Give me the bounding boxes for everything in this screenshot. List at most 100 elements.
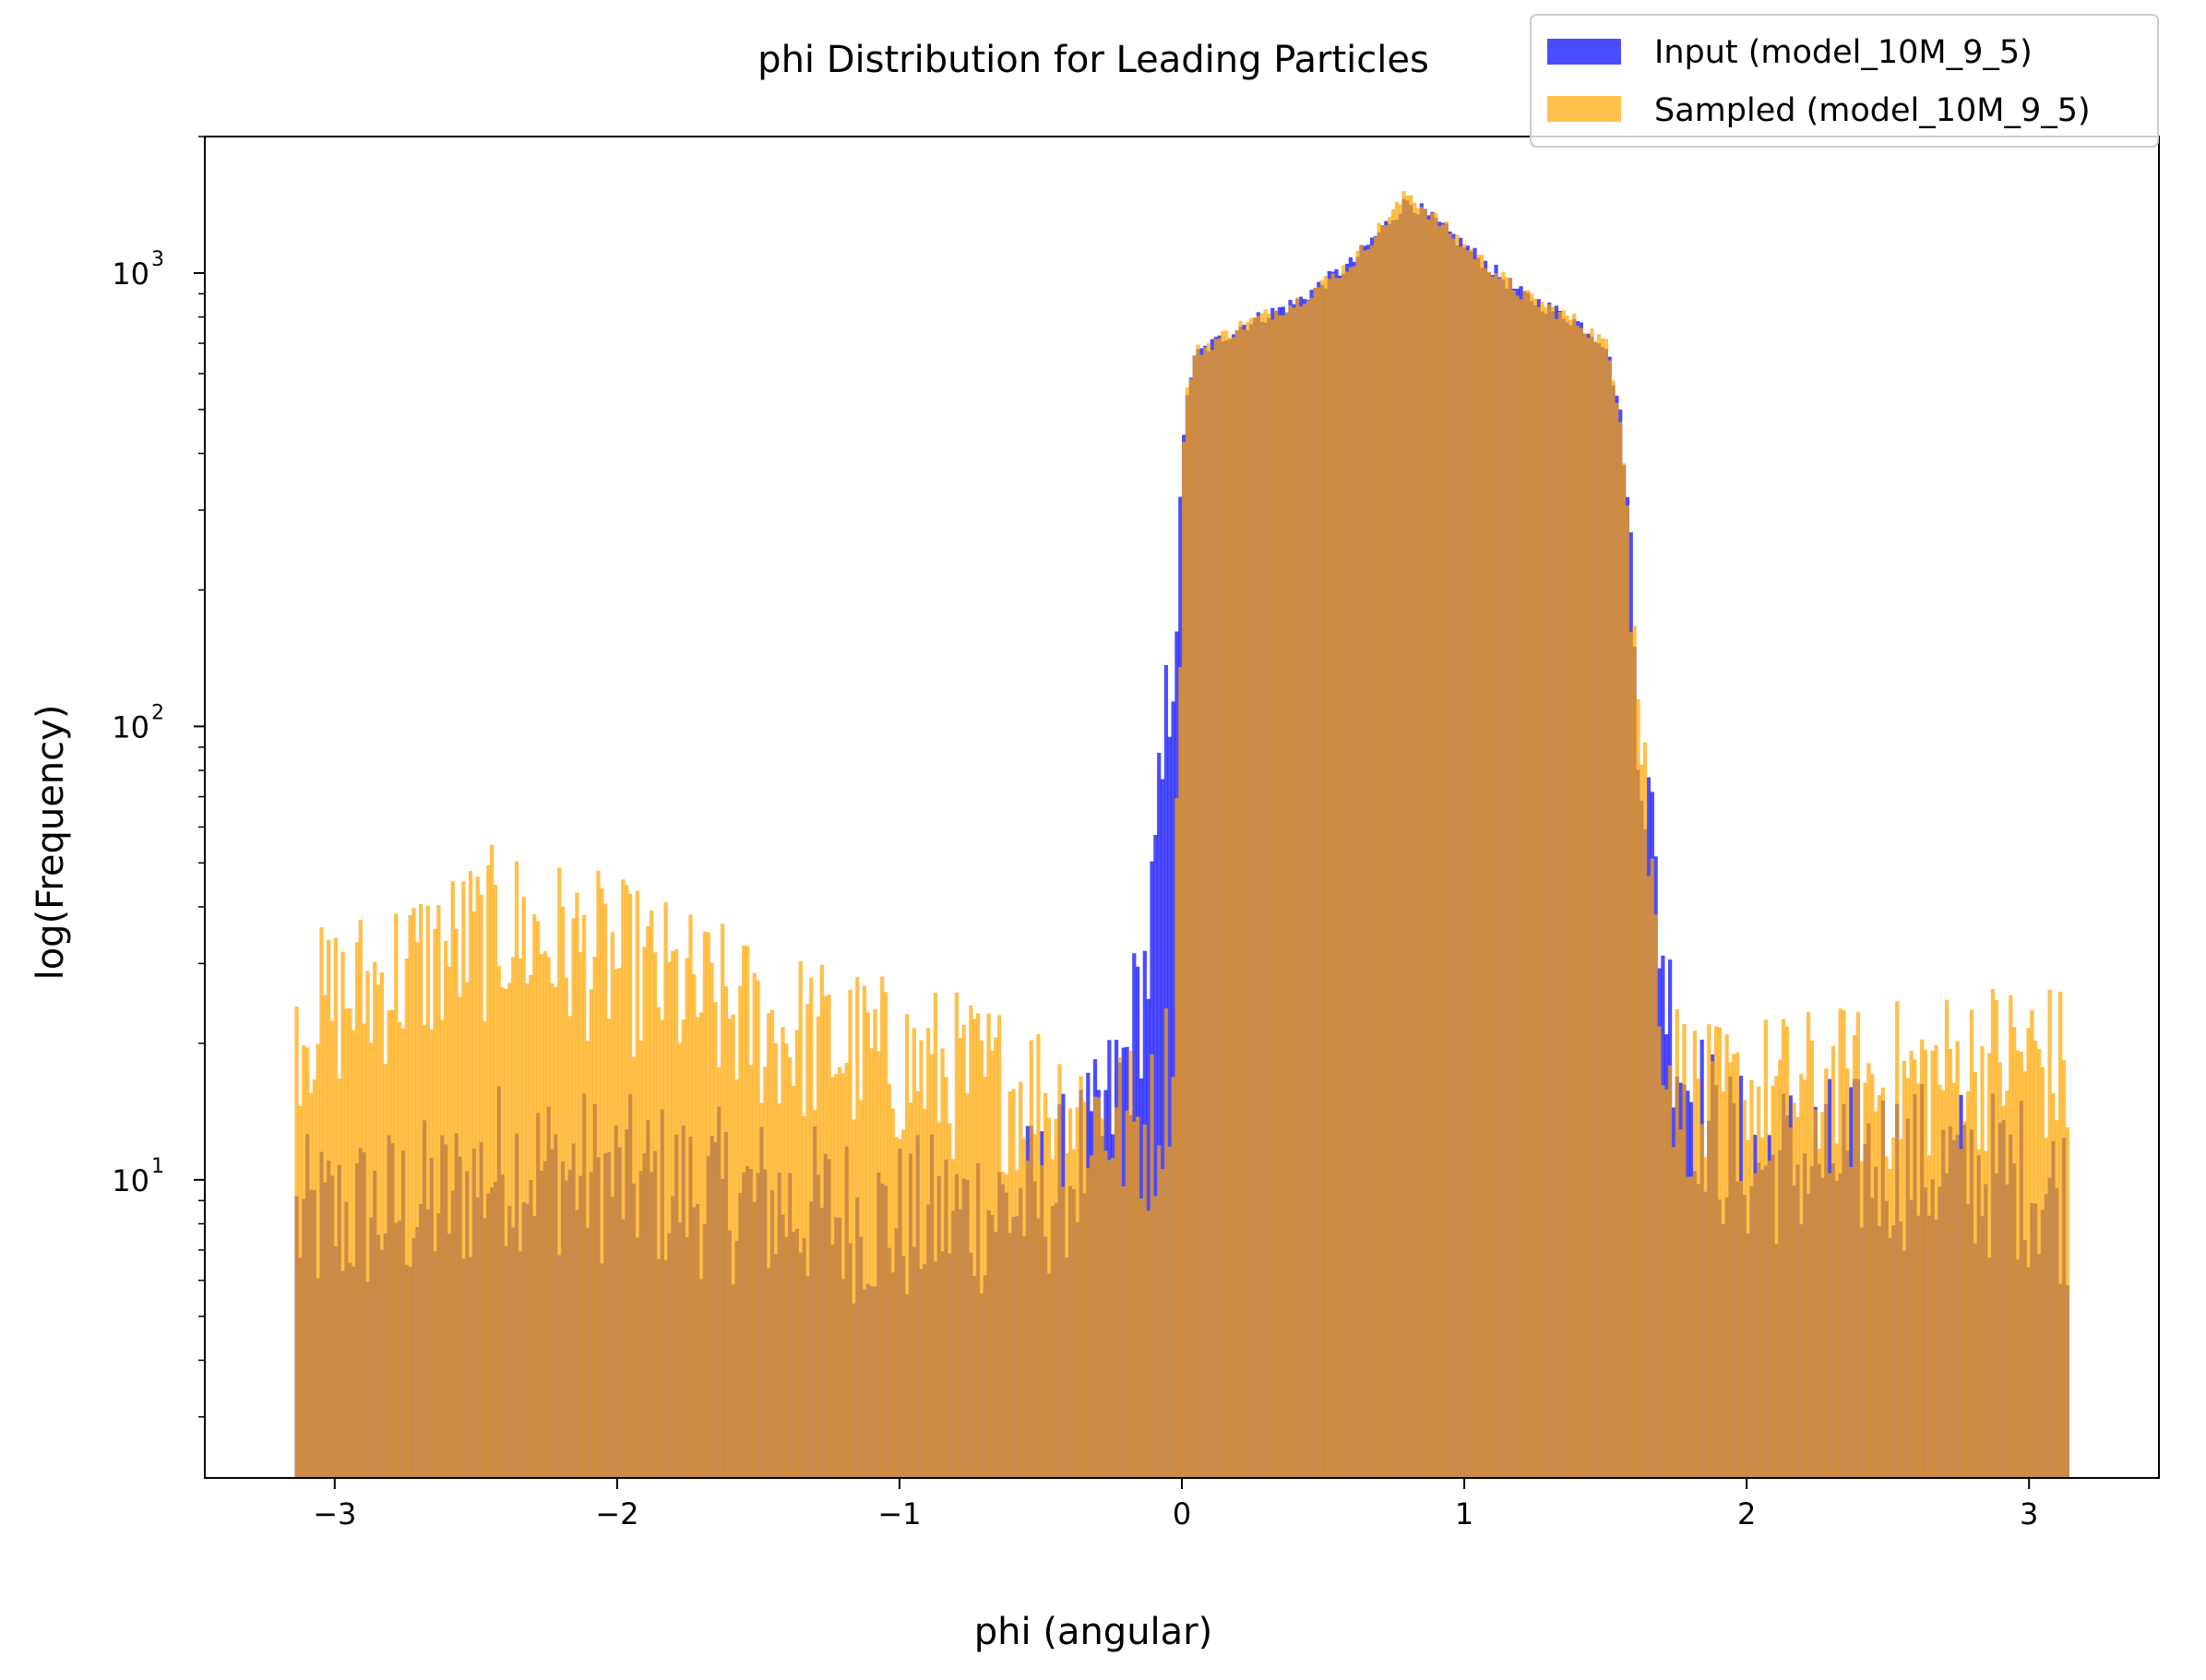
histogram-bar — [539, 954, 544, 1478]
histogram-bar — [1377, 222, 1381, 1479]
histogram-bar — [1944, 999, 1950, 1478]
histogram-bar — [823, 995, 828, 1478]
histogram-bar — [1661, 1085, 1665, 1478]
histogram-bar — [1476, 255, 1481, 1479]
histogram-bar — [1657, 1026, 1662, 1478]
histogram-bar — [1696, 1078, 1700, 1478]
histogram-bar — [1870, 1074, 1875, 1478]
histogram-bar — [376, 984, 381, 1478]
histogram-bar — [1551, 306, 1556, 1478]
histogram-bar — [1771, 1085, 1775, 1478]
histogram-bar — [1440, 224, 1446, 1478]
histogram-bar — [1171, 1077, 1175, 1478]
histogram-bar — [1724, 1034, 1729, 1478]
histogram-bar — [362, 1023, 366, 1478]
histogram-bar — [419, 903, 423, 1478]
histogram-bar — [1682, 1023, 1687, 1478]
histogram-bar — [1713, 1026, 1719, 1478]
histogram-bar — [777, 1102, 781, 1478]
histogram-bar — [660, 1019, 664, 1478]
histogram-bar — [919, 1040, 924, 1478]
histogram-bar — [1363, 250, 1367, 1479]
histogram-bar — [1664, 1089, 1669, 1478]
histogram-bar — [1959, 1149, 1963, 1478]
histogram-bar — [805, 1004, 810, 1478]
histogram-bar — [1863, 1082, 1867, 1478]
histogram-bar — [763, 1066, 768, 1478]
histogram-bar — [1032, 1134, 1037, 1478]
histogram-bar — [1067, 1108, 1073, 1478]
histogram-bar — [1490, 276, 1495, 1479]
histogram-bar — [1405, 195, 1410, 1478]
histogram-bar — [1505, 277, 1509, 1479]
histogram-bar — [302, 1045, 306, 1478]
histogram-bar — [1532, 298, 1538, 1478]
histogram-bar — [994, 1037, 998, 1478]
histogram-bar — [294, 1006, 299, 1478]
histogram-bar — [1820, 1112, 1825, 1478]
histogram-bar — [1284, 312, 1289, 1478]
histogram-bar — [1686, 1176, 1690, 1478]
histogram-bar — [1163, 1007, 1169, 1478]
histogram-bar — [468, 871, 473, 1478]
histogram-bar — [802, 1115, 806, 1478]
histogram-bar — [1426, 219, 1431, 1479]
histogram-bar — [798, 960, 803, 1478]
histogram-bar — [1483, 268, 1488, 1478]
histogram-bar — [454, 928, 459, 1478]
x-axis-ticks: −3 −2 −1 0 1 2 3 — [313, 1478, 2038, 1531]
histogram-bar — [1480, 255, 1485, 1479]
histogram-bar — [631, 1056, 637, 1478]
histogram-bar — [827, 994, 831, 1478]
histogram-bar — [1121, 1186, 1126, 1478]
histogram-bar — [961, 1024, 966, 1478]
histogram-bar — [557, 867, 562, 1478]
histogram-bar — [1788, 1127, 1793, 1478]
histogram-bar — [1082, 1102, 1087, 1478]
histogram-bar — [1951, 1082, 1956, 1478]
histogram-bar — [383, 1064, 388, 1478]
histogram-bar — [1547, 304, 1552, 1479]
histogram-bar — [606, 1019, 612, 1478]
histogram-bar — [1653, 914, 1658, 1478]
histogram-bar — [769, 1009, 775, 1478]
histogram-bars — [294, 191, 2069, 1479]
histogram-bar — [1160, 779, 1165, 1478]
histogram-bar — [411, 908, 416, 1478]
histogram-bar — [2015, 1050, 2021, 1478]
histogram-bar — [581, 914, 587, 1478]
histogram-bar — [1249, 317, 1254, 1478]
histogram-bar — [1667, 1065, 1673, 1478]
histogram-bar — [543, 951, 547, 1478]
histogram-bar — [333, 937, 339, 1478]
histogram-bar — [1341, 265, 1346, 1478]
histogram-bar — [1019, 1081, 1023, 1478]
histogram-bar — [1090, 1155, 1094, 1478]
histogram-bar — [1600, 338, 1605, 1478]
histogram-bar — [1536, 306, 1541, 1478]
histogram-bar — [1178, 667, 1183, 1478]
histogram-bar — [936, 1122, 941, 1478]
histogram-bar — [734, 1079, 739, 1478]
histogram-bar — [1604, 339, 1608, 1479]
histogram-bar — [1309, 297, 1314, 1479]
histogram-bar — [1678, 1129, 1683, 1478]
histogram-bar — [834, 1074, 839, 1478]
histogram-bar — [316, 1043, 320, 1478]
histogram-bar — [1618, 422, 1623, 1478]
histogram-bar — [1880, 1087, 1885, 1478]
histogram-bar — [1423, 209, 1427, 1478]
y-tick-exponent: 2 — [151, 701, 164, 724]
histogram-bar — [1369, 245, 1375, 1478]
histogram-bar — [479, 894, 483, 1478]
histogram-bar — [816, 1016, 821, 1478]
histogram-bar — [1210, 350, 1215, 1478]
histogram-bar — [358, 919, 363, 1478]
histogram-bar — [1632, 626, 1637, 1478]
histogram-bar — [397, 1021, 402, 1478]
histogram-bar — [1707, 1024, 1711, 1478]
histogram-bar — [525, 983, 530, 1478]
histogram-bar — [1497, 279, 1502, 1479]
histogram-bar — [727, 1019, 732, 1478]
histogram-bar — [1298, 306, 1304, 1479]
